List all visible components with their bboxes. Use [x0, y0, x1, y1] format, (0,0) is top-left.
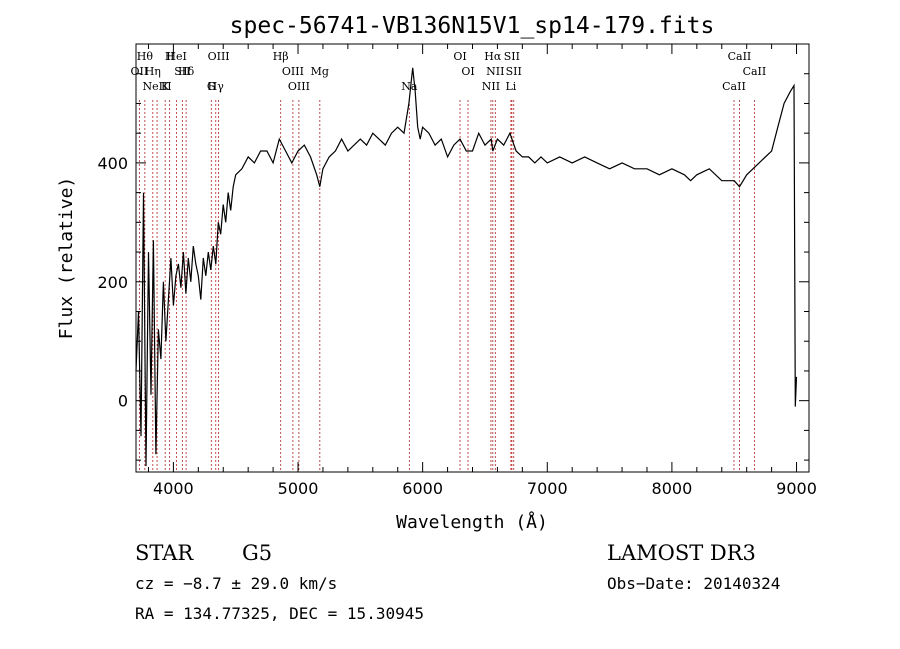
- line-label-aux-5: OIII: [208, 50, 230, 63]
- x-axis-ticks: 4000 5000 6000 7000 8000 9000: [147, 44, 817, 498]
- line-label-main-0: Hθ: [137, 50, 154, 63]
- line-label-aux-4: G: [207, 80, 216, 93]
- line-label-aux-0: OII: [131, 65, 149, 78]
- line-label-aux-8: OI: [453, 50, 466, 63]
- survey-name: LAMOST DR3: [607, 541, 756, 565]
- coordinates: RA = 134.77325, DEC = 15.30945: [135, 604, 424, 623]
- y-axis-ticks: 0 200 400: [97, 73, 809, 461]
- object-class: STAR: [135, 541, 194, 565]
- line-label-aux-13: CaII: [722, 80, 746, 93]
- line-label-aux-11: SII: [504, 50, 520, 63]
- spectral-line-markers: [138, 100, 755, 472]
- line-label-aux-9: OI: [461, 65, 474, 78]
- line-label-main-3: H: [165, 50, 175, 63]
- x-axis-label: Wavelength (Å): [396, 511, 548, 533]
- line-label-main-8: Na: [401, 80, 418, 93]
- line-label-main-13: CaII: [743, 65, 767, 78]
- y-axis-label: Flux (relative): [56, 177, 77, 340]
- line-label-main-7: Mg: [311, 65, 329, 78]
- line-label-aux-10: NII: [482, 80, 500, 93]
- line-label-main-12: CaII: [728, 50, 752, 63]
- x-tick-label-0: 4000: [153, 479, 194, 498]
- y-tick-label-2: 400: [97, 154, 128, 173]
- redshift-cz: cz = −8.7 ± 29.0 km/s: [135, 574, 337, 593]
- x-tick-label-4: 8000: [652, 479, 693, 498]
- x-tick-label-1: 5000: [278, 479, 319, 498]
- x-tick-label-5: 9000: [776, 479, 817, 498]
- x-tick-label-2: 6000: [402, 479, 443, 498]
- y-tick-label-0: 0: [118, 392, 128, 411]
- line-label-main-6: Hβ: [273, 50, 289, 63]
- line-label-aux-3: SII: [174, 65, 190, 78]
- line-label-main-2: K: [161, 80, 170, 93]
- spectral-line-labels: HθHηKHHδHγHβMgNaHαNIILiCaIICaIIOIINeIIIH…: [131, 50, 767, 93]
- line-label-aux-7: OIII: [288, 80, 310, 93]
- object-subclass: G5: [242, 541, 272, 565]
- line-label-main-4: Hδ: [178, 65, 195, 78]
- line-label-aux-2: HeI: [166, 50, 186, 63]
- line-label-aux-1: NeIII: [142, 80, 171, 93]
- spectrum-line: [135, 67, 798, 467]
- line-label-main-9: Hα: [484, 50, 502, 63]
- plot-frame: [135, 43, 810, 473]
- line-label-main-10: NII: [486, 65, 504, 78]
- y-tick-label-1: 200: [97, 273, 128, 292]
- line-label-main-5: Hγ: [208, 80, 225, 93]
- observation-date: Obs−Date: 20140324: [607, 574, 780, 593]
- chart-title: spec-56741-VB136N15V1_sp14-179.fits: [230, 13, 715, 39]
- line-label-aux-12: SII: [506, 65, 522, 78]
- line-label-main-1: Hη: [145, 65, 161, 78]
- line-label-main-11: Li: [505, 80, 516, 93]
- x-tick-label-3: 7000: [527, 479, 568, 498]
- line-label-aux-6: OIII: [282, 65, 304, 78]
